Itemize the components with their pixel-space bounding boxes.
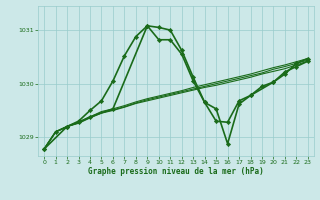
X-axis label: Graphe pression niveau de la mer (hPa): Graphe pression niveau de la mer (hPa) xyxy=(88,167,264,176)
